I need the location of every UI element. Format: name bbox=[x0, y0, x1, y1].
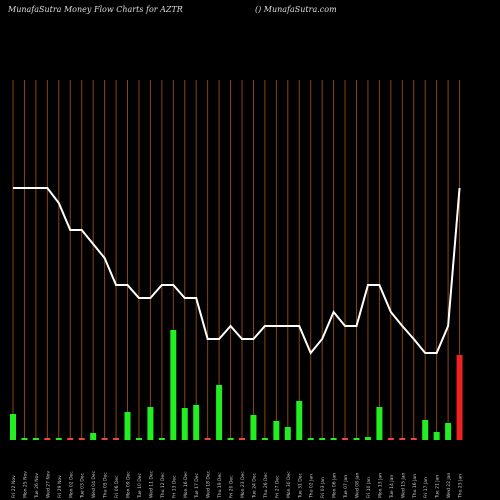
bar bbox=[387, 438, 394, 440]
x-tick-label: Tue 17 Dec bbox=[194, 472, 200, 499]
x-tick-label: Thu 16 Jan bbox=[412, 474, 418, 499]
bar bbox=[124, 412, 131, 440]
x-tick-label: Mon 13 Jan bbox=[377, 473, 383, 498]
bar bbox=[10, 414, 16, 440]
bar bbox=[342, 438, 349, 440]
bar bbox=[21, 438, 28, 440]
money-flow-line bbox=[13, 187, 461, 355]
bar bbox=[250, 415, 257, 440]
x-tick-label: Wed 04 Dec bbox=[91, 470, 97, 498]
bar bbox=[456, 355, 463, 440]
x-tick-label: Thu 23 Jan bbox=[458, 474, 464, 499]
bar bbox=[364, 437, 371, 440]
x-tick-label: Fri 03 Jan bbox=[320, 477, 326, 498]
chart-subtitle: () MunafaSutra.com bbox=[255, 5, 337, 14]
bar bbox=[204, 438, 211, 440]
x-tick-label: Wed 08 Jan bbox=[355, 473, 361, 498]
x-tick-label: Mon 30 Dec bbox=[286, 471, 292, 498]
x-tick-label: Wed 11 Dec bbox=[148, 470, 154, 498]
x-tick-label: Mon 02 Dec bbox=[68, 471, 74, 498]
x-tick-label: Thu 12 Dec bbox=[160, 472, 166, 499]
bar bbox=[90, 433, 97, 440]
bar bbox=[433, 432, 440, 440]
x-tick-label: Tue 03 Dec bbox=[80, 472, 86, 499]
x-tick-label: Thu 26 Dec bbox=[263, 472, 269, 499]
bar bbox=[399, 438, 406, 440]
bar bbox=[353, 438, 360, 440]
bar bbox=[284, 427, 291, 440]
x-tick-label: Wed 18 Dec bbox=[206, 470, 212, 498]
bar bbox=[158, 438, 165, 440]
bar bbox=[410, 438, 417, 440]
x-tick-label: Tue 10 Dec bbox=[137, 472, 143, 499]
x-tick-label: Fri 13 Dec bbox=[171, 475, 177, 498]
x-tick-label: Wed 27 Nov bbox=[45, 470, 51, 498]
bar bbox=[330, 438, 337, 440]
bar bbox=[239, 438, 245, 440]
x-tick-label: Mon 25 Nov bbox=[22, 471, 28, 498]
x-tick-label: Wed 22 Jan bbox=[446, 473, 452, 498]
bar bbox=[55, 438, 62, 440]
bar bbox=[170, 330, 177, 440]
chart-title: MunafaSutra Money Flow Charts for AZTR bbox=[7, 5, 183, 14]
bar bbox=[227, 438, 234, 440]
x-tick-label: Tue 14 Jan bbox=[389, 475, 395, 499]
bar bbox=[67, 438, 74, 440]
x-tick-label: Thu 19 Dec bbox=[217, 472, 223, 499]
x-tick-label: Fri 10 Jan bbox=[366, 477, 372, 498]
x-tick-label: Mon 23 Dec bbox=[240, 471, 246, 498]
bar bbox=[273, 421, 280, 440]
bar bbox=[135, 438, 142, 440]
bar bbox=[101, 438, 108, 440]
x-tick-label: Fri 20 Dec bbox=[229, 475, 235, 498]
x-tick-label: Fri 27 Dec bbox=[274, 475, 280, 498]
bar bbox=[319, 438, 326, 440]
bar bbox=[113, 438, 120, 440]
x-tick-label: Fri 06 Dec bbox=[114, 475, 120, 498]
x-tick-label: Tue 07 Jan bbox=[343, 475, 349, 499]
bar bbox=[307, 438, 314, 440]
bar bbox=[216, 385, 223, 440]
bar bbox=[376, 407, 383, 440]
bar bbox=[78, 438, 85, 440]
x-tick-label: Tue 26 Nov bbox=[34, 473, 40, 499]
bar bbox=[422, 420, 429, 440]
x-tick-label: Wed 15 Jan bbox=[400, 473, 406, 498]
x-tick-label: Tue 31 Dec bbox=[297, 472, 303, 499]
bar bbox=[44, 438, 51, 440]
bar bbox=[193, 405, 200, 440]
x-tick-label: Mon 06 Jan bbox=[332, 473, 338, 498]
x-tick-label: Thu 02 Jan bbox=[309, 474, 315, 499]
x-tick-label: Fri 22 Nov bbox=[11, 475, 17, 498]
bar bbox=[32, 438, 39, 440]
x-tick-label: Tue 24 Dec bbox=[251, 472, 257, 499]
x-tick-label: Tue 21 Jan bbox=[435, 475, 441, 499]
x-tick-label: Fri 29 Nov bbox=[57, 475, 63, 498]
bar bbox=[296, 401, 303, 440]
x-tick-label: Mon 09 Dec bbox=[126, 471, 132, 498]
x-tick-label: Thu 05 Dec bbox=[103, 472, 109, 499]
x-tick-label: Mon 16 Dec bbox=[183, 471, 189, 498]
bar bbox=[445, 423, 452, 440]
bar bbox=[181, 408, 188, 440]
bar bbox=[261, 438, 268, 440]
x-tick-label: Fri 17 Jan bbox=[423, 477, 429, 498]
bar bbox=[147, 407, 154, 440]
